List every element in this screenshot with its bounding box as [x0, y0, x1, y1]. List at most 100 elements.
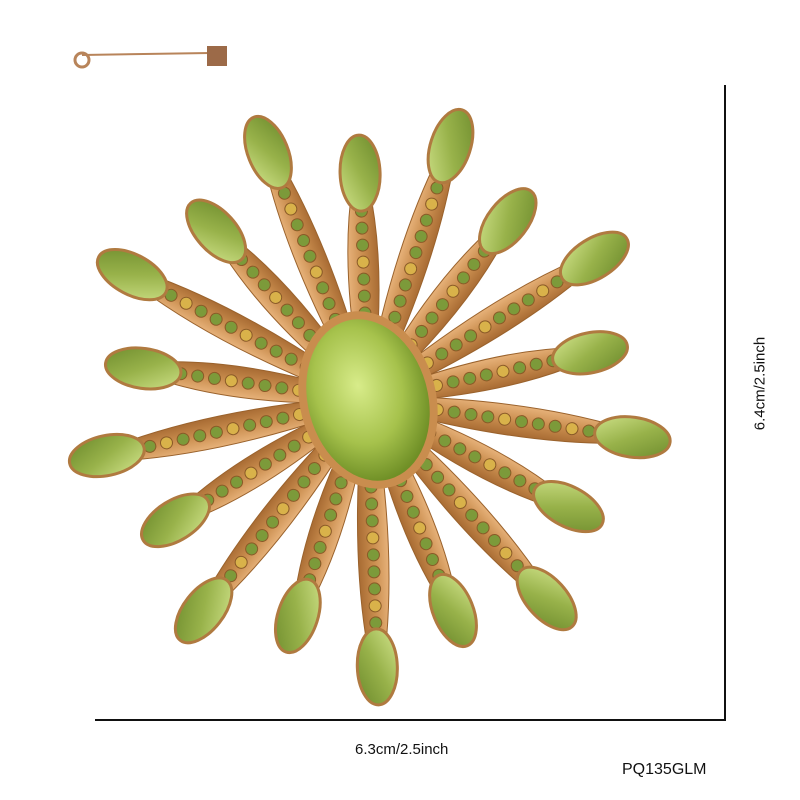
rhinestone [297, 475, 311, 489]
rhinestone [191, 369, 205, 383]
rhinestone [215, 484, 229, 498]
rhinestone [467, 257, 481, 271]
rhinestone [476, 521, 490, 535]
rhinestone [245, 542, 259, 556]
rhinestone [406, 505, 420, 519]
rhinestone [481, 410, 495, 424]
rhinestone [313, 540, 327, 554]
rhinestone [316, 281, 330, 295]
rhinestone [269, 290, 283, 304]
marquise-stone [428, 572, 478, 648]
rhinestone [449, 338, 463, 352]
rhinestone [307, 462, 321, 476]
rhinestone [496, 364, 510, 378]
rhinestone [419, 213, 433, 227]
rhinestone [254, 336, 268, 350]
rhinestone [513, 474, 527, 488]
rhinestone [287, 488, 301, 502]
height-dimension-line [724, 85, 726, 721]
rhinestone [297, 234, 311, 248]
rhinestone [531, 417, 545, 431]
rhinestone [266, 515, 280, 529]
rhinestone [548, 419, 562, 433]
marquise-stone [140, 492, 211, 549]
rhinestone [241, 376, 255, 390]
height-label: 6.4cm/2.5inch [751, 336, 769, 431]
rhinestone [499, 546, 513, 560]
rhinestone [367, 565, 381, 579]
rhinestone [442, 483, 456, 497]
rhinestone [529, 357, 543, 371]
rhinestone [478, 320, 492, 334]
safety-pin [73, 46, 227, 69]
rhinestone [356, 238, 370, 252]
brooch-arm [387, 423, 578, 632]
rhinestone [290, 218, 304, 232]
rhinestone [291, 316, 305, 330]
brooch-arm [398, 410, 605, 534]
rhinestone [456, 271, 470, 285]
brooch-arm [95, 248, 338, 390]
rhinestone [275, 381, 289, 395]
rhinestone [276, 502, 290, 516]
rhinestone [257, 278, 271, 292]
brooch [67, 107, 672, 707]
rhinestone [276, 411, 290, 425]
rhinestone [209, 312, 223, 326]
rhinestone [453, 442, 467, 456]
brooch-arm [173, 425, 352, 645]
rhinestone [194, 304, 208, 318]
rhinestone [465, 508, 479, 522]
rhinestone [464, 407, 478, 421]
width-label: 6.3cm/2.5inch [355, 741, 449, 758]
brooch-arm [67, 398, 332, 479]
brooch-arm [384, 187, 538, 375]
center-stone [306, 319, 430, 481]
rhinestone [303, 249, 317, 263]
rhinestone [565, 422, 579, 436]
rhinestone [244, 466, 258, 480]
rhinestone [259, 415, 273, 429]
brooch-arm [243, 114, 362, 367]
rhinestone [409, 246, 423, 260]
rhinestone [414, 229, 428, 243]
sku-label: PQ135GLM [622, 761, 707, 778]
rhinestone [246, 265, 260, 279]
marquise-stone [426, 107, 475, 185]
rhinestone [479, 368, 493, 382]
brooch-arm [405, 396, 672, 460]
rhinestone [280, 303, 294, 317]
rhinestone [415, 324, 429, 338]
marquise-stone [273, 577, 322, 655]
rhinestone [447, 405, 461, 419]
rhinestone [287, 439, 301, 453]
rhinestone [435, 347, 449, 361]
rhinestone [438, 434, 452, 448]
rhinestone [398, 278, 412, 292]
brooch-arm [103, 346, 331, 404]
marquise-stone [95, 248, 169, 302]
rhinestone [243, 418, 257, 432]
rhinestone [284, 202, 298, 216]
rhinestone [230, 475, 244, 489]
rhinestone [435, 298, 449, 312]
brooch-arm [140, 412, 340, 549]
rhinestone [368, 599, 382, 613]
marquise-stone [173, 576, 234, 645]
rhinestone [193, 429, 207, 443]
rhinestone [446, 375, 460, 389]
rhinestone [308, 557, 322, 571]
rhinestone [483, 458, 497, 472]
rhinestone [463, 371, 477, 385]
rhinestone [309, 265, 323, 279]
rhinestone [487, 533, 501, 547]
marquise-stone [67, 432, 146, 479]
rhinestone [419, 537, 433, 551]
brooch-arm [371, 107, 475, 366]
rhinestone [355, 221, 369, 235]
marquise-stone [559, 230, 630, 287]
marquise-stone [593, 415, 672, 460]
rhinestone [413, 521, 427, 535]
